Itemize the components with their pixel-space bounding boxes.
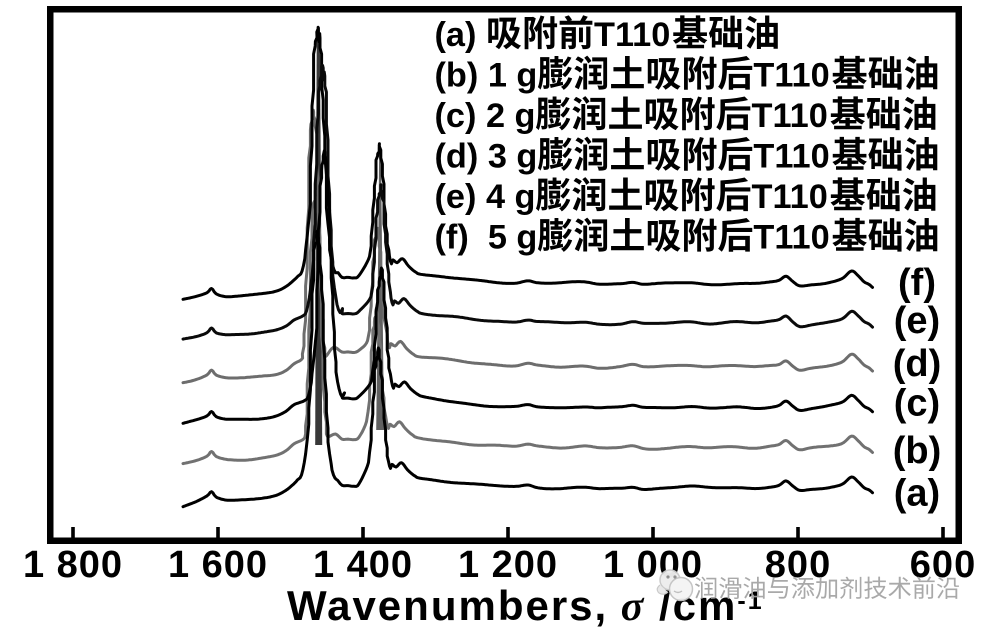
- svg-text:T110: T110: [752, 178, 828, 216]
- svg-text:600: 600: [910, 544, 976, 586]
- svg-text:(b): (b): [893, 430, 942, 472]
- svg-text:(b) 1 g: (b) 1 g: [435, 57, 538, 95]
- svg-text:(f) 5 g: (f) 5 g: [435, 219, 538, 257]
- svg-text:(a): (a): [435, 16, 486, 54]
- svg-text:(f): (f): [898, 262, 936, 304]
- svg-text:1 200: 1 200: [458, 544, 558, 586]
- svg-text:(e) 4 g: (e) 4 g: [435, 178, 536, 216]
- svg-text:(d) 3 g: (d) 3 g: [435, 138, 538, 176]
- svg-text:T110: T110: [753, 57, 829, 95]
- svg-text:T110: T110: [753, 138, 829, 176]
- svg-text:1 400: 1 400: [313, 544, 413, 586]
- svg-text:T110: T110: [752, 97, 828, 135]
- svg-text:800: 800: [765, 544, 831, 586]
- svg-text:1 800: 1 800: [23, 544, 123, 586]
- svg-text:(a): (a): [894, 473, 940, 515]
- svg-text:(c) 2 g: (c) 2 g: [435, 97, 536, 135]
- svg-text:(e): (e): [894, 300, 940, 342]
- svg-text:1 600: 1 600: [168, 544, 268, 586]
- svg-text:(d): (d): [893, 343, 942, 385]
- svg-text:T110: T110: [594, 16, 670, 54]
- svg-text:(c): (c): [894, 383, 940, 425]
- svg-text:T110: T110: [753, 219, 829, 257]
